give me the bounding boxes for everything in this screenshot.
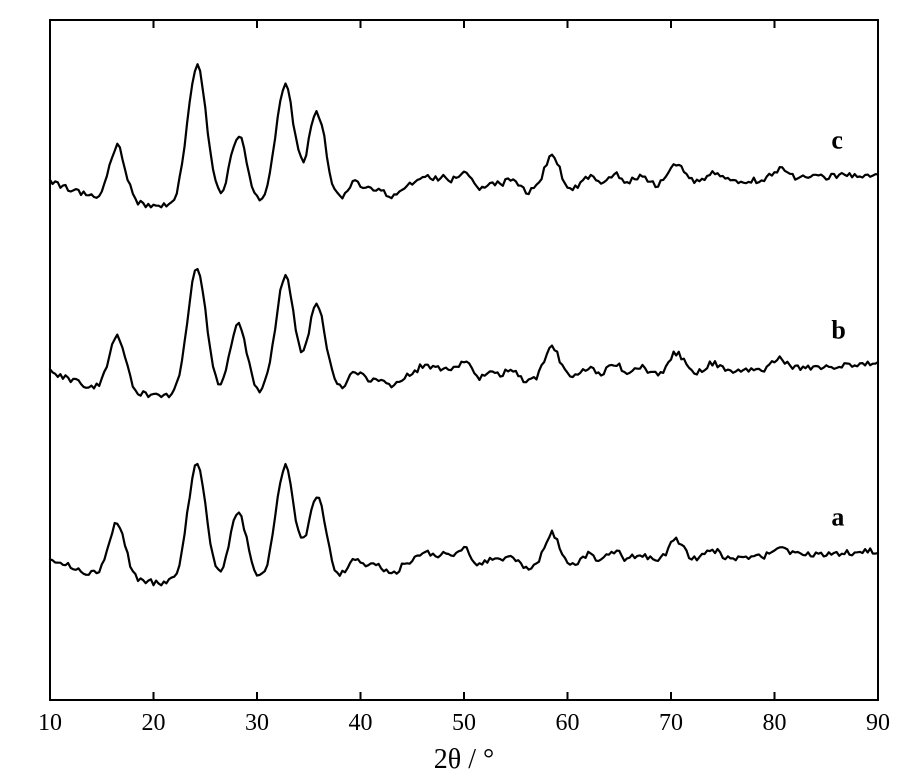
series-label-c: c [831, 125, 843, 154]
x-tick-label: 60 [556, 710, 580, 736]
x-tick-label: 30 [245, 710, 269, 736]
series-label-b: b [831, 315, 845, 344]
x-tick-label: 50 [452, 710, 476, 736]
x-tick-label: 90 [866, 710, 890, 736]
x-tick-label: 70 [659, 710, 683, 736]
series-label-a: a [831, 502, 844, 531]
x-tick-label: 10 [38, 710, 62, 736]
x-tick-label: 80 [763, 710, 787, 736]
x-tick-label: 20 [142, 710, 166, 736]
xrd-chart: 10 20 30 40 50 60 70 80 90 2θ / ° a b c [0, 0, 908, 783]
x-axis-label: 2θ / ° [434, 744, 494, 775]
xrd-svg: 10 20 30 40 50 60 70 80 90 2θ / ° a b c [0, 0, 908, 783]
x-tick-label: 40 [349, 710, 373, 736]
